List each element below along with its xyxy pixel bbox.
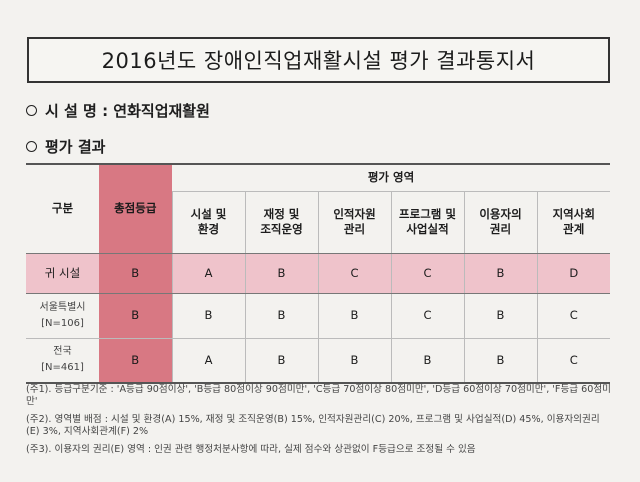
grade-cell: A: [171, 253, 245, 294]
grade-cell: B: [390, 338, 464, 384]
row-label: 귀 시설: [26, 253, 99, 294]
grade-cell: B: [244, 338, 318, 384]
header-area-group: 평가 영역: [172, 163, 611, 192]
table-row: 서울특별시 [N=106] B B B B C B C: [26, 293, 611, 339]
header-area: 인적자원 관리: [317, 191, 391, 254]
grade-cell: B: [244, 293, 318, 339]
header-area: 이용자의 권리: [463, 191, 537, 254]
header-area: 지역사회 관계: [536, 191, 611, 254]
result-heading: 평가 결과: [26, 136, 105, 157]
grade-cell: B: [317, 338, 391, 384]
grade-cell: B: [463, 338, 537, 384]
grade-cell: C: [390, 293, 464, 339]
total-grade-cell: B: [99, 338, 172, 384]
facility-name-heading: 시 설 명 : 연화직업재활원: [26, 100, 210, 121]
evaluation-result-table: 구분 총점등급 평가 영역 시설 및 환경 재정 및 조직운영 인적자원 관리 …: [26, 163, 611, 384]
result-heading-text: 평가 결과: [45, 138, 106, 156]
grade-cell: B: [463, 253, 537, 294]
row-label: 전국: [53, 346, 72, 358]
footnote-3: (주3). 이용자의 권리(E) 영역 : 인권 관련 행정처분사항에 따라, …: [26, 444, 476, 455]
row-label: 서울특별시: [39, 301, 86, 313]
footnotes: (주1). 등급구분기준 : 'A등급 90점이상', 'B등급 80점이상 9…: [26, 384, 612, 462]
grade-cell: B: [463, 293, 537, 339]
row-label-cell: 전국 [N=461]: [26, 338, 99, 384]
circle-bullet-icon: [26, 141, 37, 152]
grade-cell: D: [536, 253, 611, 294]
row-count: [N=106]: [41, 317, 84, 329]
circle-bullet-icon: [26, 105, 37, 116]
grade-cell: A: [171, 338, 245, 384]
area-header-row: 시설 및 환경 재정 및 조직운영 인적자원 관리 프로그램 및 사업실적 이용…: [26, 191, 611, 254]
grade-cell: C: [536, 338, 611, 384]
footnote-1: (주1). 등급구분기준 : 'A등급 90점이상', 'B등급 80점이상 9…: [26, 384, 612, 407]
row-label-cell: 서울특별시 [N=106]: [26, 293, 99, 339]
header-category: 구분: [26, 163, 99, 254]
header-total-grade: 총점등급: [99, 163, 172, 254]
header-area: 프로그램 및 사업실적: [390, 191, 464, 254]
header-area: 시설 및 환경: [171, 191, 245, 254]
table-row: 전국 [N=461] B A B B B B C: [26, 338, 611, 384]
facility-name-text: 시 설 명 : 연화직업재활원: [45, 102, 210, 120]
total-grade-cell: B: [99, 293, 172, 339]
header-area: 재정 및 조직운영: [244, 191, 318, 254]
document-title: 2016년도 장애인직업재활시설 평가 결과통지서: [27, 37, 610, 83]
grade-cell: B: [317, 293, 391, 339]
grade-cell: B: [244, 253, 318, 294]
grade-cell: C: [317, 253, 391, 294]
footnote-2: (주2). 영역별 배점 : 시설 및 환경(A) 15%, 재정 및 조직운영…: [26, 414, 600, 437]
grade-cell: B: [171, 293, 245, 339]
table-row: 귀 시설 B A B C C B D: [26, 253, 611, 294]
total-grade-cell: B: [99, 253, 172, 294]
row-count: [N=461]: [41, 362, 84, 374]
grade-cell: C: [536, 293, 611, 339]
grade-cell: C: [390, 253, 464, 294]
